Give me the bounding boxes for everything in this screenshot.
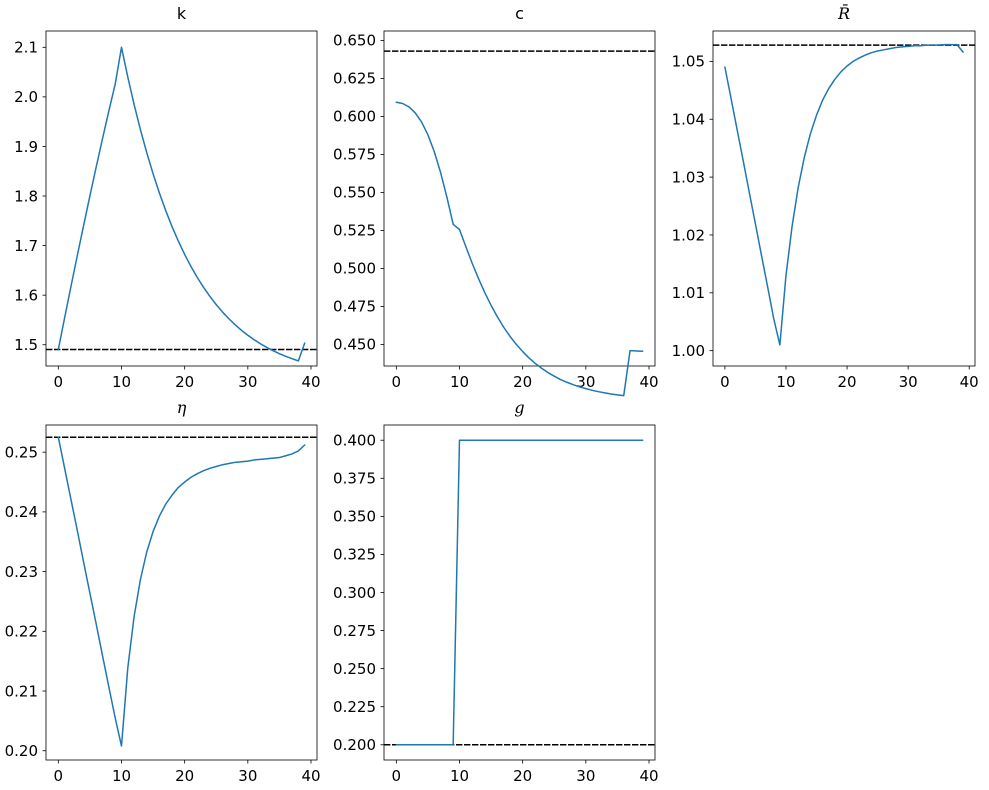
- ytick-label-eta-0: 0.20: [5, 742, 38, 760]
- series-line-k: [57, 46, 306, 362]
- subplot-k: k 1.5 1.6 1.7 1.8 1.9 2.0 2.1 0 10 20 30 40: [14, 4, 320, 391]
- xtick-label-k-2: 20: [175, 373, 194, 391]
- ytick-label-g-4: 0.300: [333, 584, 376, 602]
- ytick-label-g-7: 0.375: [333, 470, 376, 488]
- xtick-label-R_bar-4: 40: [960, 373, 979, 391]
- ytick-label-R_bar-3: 1.03: [672, 168, 705, 186]
- ytick-label-g-3: 0.275: [333, 622, 376, 640]
- axes-frame-eta: [45, 424, 318, 761]
- ytick-label-g-5: 0.325: [333, 546, 376, 564]
- series-line-g: [395, 439, 644, 746]
- axes-frame-g: [383, 424, 656, 761]
- xtick-label-k-0: 0: [54, 373, 64, 391]
- subplot-g: g 0.200 0.225 0.250 0.275 0.300 0.325 0.350 0.37…: [333, 398, 658, 785]
- ytick-label-g-8: 0.400: [333, 432, 376, 450]
- ytick-label-g-2: 0.250: [333, 660, 376, 678]
- ytick-label-c-2: 0.500: [333, 260, 376, 278]
- xtick-label-c-1: 10: [450, 373, 469, 391]
- ytick-label-R_bar-0: 1.00: [672, 342, 705, 360]
- ytick-label-c-6: 0.600: [333, 108, 376, 126]
- xtick-label-c-4: 40: [639, 373, 658, 391]
- ytick-label-c-0: 0.450: [333, 336, 376, 354]
- ytick-label-c-8: 0.650: [333, 32, 376, 50]
- ytick-label-R_bar-2: 1.02: [672, 226, 705, 244]
- ytick-label-c-1: 0.475: [333, 298, 376, 316]
- ytick-label-eta-2: 0.22: [5, 623, 38, 641]
- ytick-label-k-4: 1.9: [14, 138, 38, 156]
- ytick-label-g-6: 0.350: [333, 508, 376, 526]
- ytick-label-eta-4: 0.24: [5, 503, 38, 521]
- subplot-title-eta: η: [177, 398, 187, 417]
- ytick-label-eta-1: 0.21: [5, 682, 38, 700]
- ytick-label-eta-3: 0.23: [5, 563, 38, 581]
- xtick-label-R_bar-0: 0: [720, 373, 730, 391]
- xtick-label-eta-1: 10: [112, 767, 131, 785]
- ytick-label-k-5: 2.0: [14, 88, 38, 106]
- subplot-title-c: c: [515, 4, 524, 23]
- axes-frame-c: [383, 30, 656, 367]
- ytick-label-k-2: 1.7: [14, 237, 38, 255]
- series-line-R_bar: [724, 43, 964, 346]
- subplot-title-g: g: [514, 398, 524, 417]
- subplot-title-R_bar: R̄: [837, 2, 850, 23]
- xtick-label-g-1: 10: [450, 767, 469, 785]
- xtick-label-g-0: 0: [392, 767, 402, 785]
- series-line-c: [395, 101, 644, 397]
- xtick-label-g-4: 40: [639, 767, 658, 785]
- ytick-label-c-3: 0.525: [333, 222, 376, 240]
- ytick-label-g-0: 0.200: [333, 736, 376, 754]
- ytick-label-k-3: 1.8: [14, 187, 38, 205]
- xtick-label-g-3: 30: [576, 767, 595, 785]
- ytick-label-R_bar-1: 1.01: [672, 284, 705, 302]
- xtick-label-eta-0: 0: [54, 767, 64, 785]
- xtick-label-k-3: 30: [238, 373, 257, 391]
- xtick-label-eta-3: 30: [238, 767, 257, 785]
- ytick-label-c-7: 0.625: [333, 70, 376, 88]
- ytick-label-eta-5: 0.25: [5, 443, 38, 461]
- xtick-label-g-2: 20: [513, 767, 532, 785]
- xtick-label-R_bar-1: 10: [776, 373, 795, 391]
- xtick-label-k-1: 10: [112, 373, 131, 391]
- xtick-label-c-2: 20: [513, 373, 532, 391]
- ytick-label-c-5: 0.575: [333, 146, 376, 164]
- xtick-label-k-4: 40: [301, 373, 320, 391]
- xtick-label-eta-4: 40: [301, 767, 320, 785]
- subplot-title-k: k: [177, 4, 187, 23]
- ytick-label-R_bar-4: 1.04: [672, 111, 705, 129]
- series-line-eta: [57, 436, 306, 747]
- subplot-eta: η 0.20 0.21 0.22 0.23 0.24 0.25 0 10 20 30 40: [5, 398, 321, 785]
- subplot-c: c 0.450 0.475 0.500 0.525 0.550 0.575 0.600 0.62…: [333, 4, 659, 397]
- ytick-label-k-6: 2.1: [14, 39, 38, 57]
- xtick-label-R_bar-3: 30: [899, 373, 918, 391]
- ytick-label-R_bar-5: 1.05: [672, 53, 705, 71]
- axes-frame-R_bar: [712, 30, 976, 367]
- xtick-label-eta-2: 20: [175, 767, 194, 785]
- ytick-label-k-0: 1.5: [14, 336, 38, 354]
- ytick-label-k-1: 1.6: [14, 286, 38, 304]
- subplot-R_bar: R̄ 1.00 1.01 1.02 1.03 1.04 1.05 0 10 20 30 40: [672, 2, 979, 391]
- xtick-label-c-0: 0: [392, 373, 402, 391]
- xtick-label-R_bar-2: 20: [838, 373, 857, 391]
- ytick-label-c-4: 0.550: [333, 184, 376, 202]
- ytick-label-g-1: 0.225: [333, 698, 376, 716]
- axes-frame-k: [45, 30, 318, 367]
